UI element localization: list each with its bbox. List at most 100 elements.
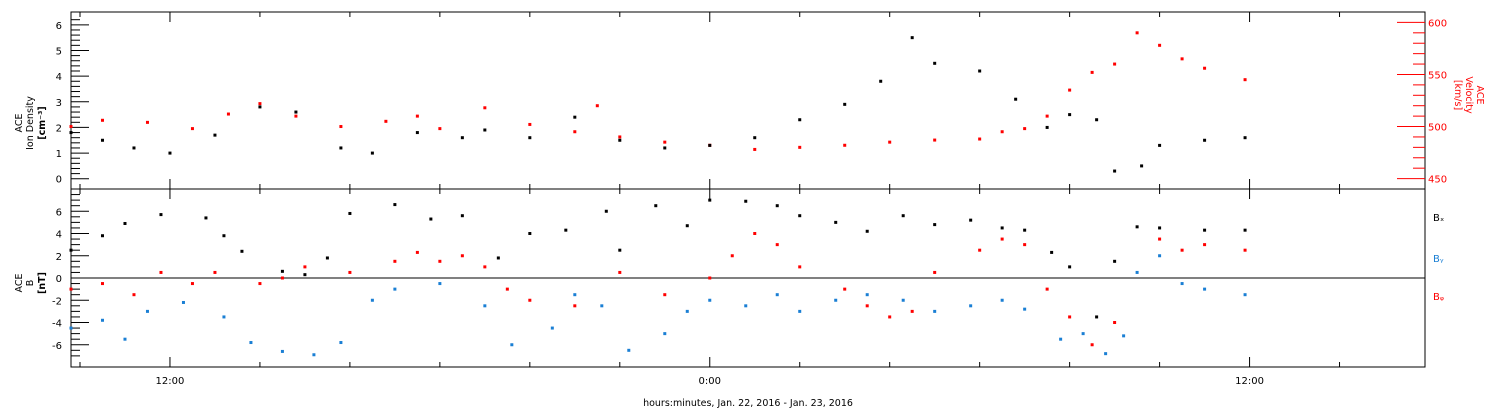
- data-point-velocity: [1000, 130, 1004, 134]
- data-point-Bz: [775, 243, 779, 247]
- data-point-By: [573, 293, 577, 297]
- data-point-Bz: [573, 304, 577, 308]
- velocity-tick-label: 600: [1428, 18, 1447, 29]
- data-point-Bz: [1203, 243, 1207, 247]
- data-point-velocity: [190, 127, 194, 131]
- data-point-velocity: [339, 125, 343, 129]
- data-point-Bx: [618, 248, 622, 252]
- data-point-Bz: [1068, 315, 1072, 319]
- data-point-Bx: [1113, 259, 1117, 263]
- data-point-Bx: [604, 209, 608, 213]
- data-point-Bz: [132, 293, 136, 297]
- b-tick-label: 2: [56, 252, 62, 263]
- data-point-Bx: [429, 217, 433, 221]
- data-point-Bx: [1023, 228, 1027, 232]
- data-point-Bx: [685, 224, 689, 228]
- data-point-velocity: [100, 118, 104, 122]
- data-point-By: [708, 298, 712, 302]
- data-point-By: [312, 353, 316, 357]
- b-tick-label: 6: [56, 207, 62, 218]
- data-point-By: [1158, 254, 1162, 258]
- data-point-Bz: [978, 248, 982, 252]
- data-point-Bx: [708, 198, 712, 202]
- velocity-tick-label: 500: [1428, 123, 1447, 134]
- velocity-axis-label-line2: Velocity: [1463, 76, 1474, 114]
- data-point-Bx: [69, 248, 73, 252]
- data-point-velocity: [1203, 66, 1207, 70]
- density-tick-label: 0: [56, 175, 62, 186]
- b-tick-label: 0: [56, 274, 62, 285]
- data-point-Bx: [654, 204, 658, 208]
- data-point-Bx: [1095, 315, 1099, 319]
- data-point-By: [901, 298, 905, 302]
- velocity-axis-label-line3: [km/s]: [1452, 80, 1463, 110]
- data-point-velocity: [258, 102, 262, 106]
- data-point-By: [1081, 332, 1085, 336]
- data-point-Bz: [865, 304, 869, 308]
- data-point-Bz: [438, 259, 442, 263]
- data-point-By: [663, 332, 667, 336]
- data-point-By: [775, 293, 779, 297]
- data-point-Bx: [564, 228, 568, 232]
- data-point-Bx: [1203, 228, 1207, 232]
- data-point-By: [145, 309, 149, 313]
- data-point-Bz: [100, 282, 104, 286]
- data-point-By: [222, 315, 226, 319]
- data-point-Bz: [1090, 343, 1094, 347]
- data-point-Bz: [1113, 321, 1117, 324]
- data-point-Bx: [1068, 265, 1072, 269]
- data-point-density: [978, 69, 982, 73]
- data-point-Bz: [1045, 287, 1049, 291]
- data-point-density: [132, 146, 136, 150]
- data-point-Bx: [460, 214, 464, 218]
- data-point-velocity: [888, 140, 892, 144]
- data-point-density: [663, 146, 667, 150]
- data-point-Bx: [123, 221, 127, 225]
- data-point-By: [1243, 293, 1247, 297]
- data-point-Bz: [843, 287, 847, 291]
- data-point-density: [708, 143, 712, 147]
- data-point-Bx: [969, 218, 973, 222]
- x-axis-label: hours:minutes, Jan. 22, 2016 - Jan. 23, …: [643, 398, 853, 409]
- data-point-Bx: [528, 232, 532, 235]
- data-point-Bx: [1000, 226, 1004, 230]
- data-point-Bz: [460, 254, 464, 258]
- data-point-Bz: [798, 265, 802, 269]
- bottom-x-ticks: [79, 189, 1341, 367]
- data-point-density: [294, 110, 298, 114]
- data-point-Bz: [190, 282, 194, 286]
- data-point-Bz: [663, 293, 667, 297]
- data-point-Bx: [1158, 226, 1162, 230]
- data-point-Bx: [1135, 225, 1139, 229]
- data-point-By: [1104, 352, 1108, 356]
- data-point-density: [528, 136, 532, 140]
- density-y-ticks: 0 1 2 3 4 5 6: [56, 19, 89, 186]
- data-point-Bx: [303, 273, 307, 277]
- data-point-Bz: [910, 309, 914, 313]
- data-point-Bx: [348, 211, 352, 215]
- data-point-By: [100, 318, 104, 322]
- data-point-Bz: [618, 270, 622, 274]
- data-point-density: [843, 102, 847, 106]
- density-tick-label: 3: [56, 98, 62, 109]
- data-point-density: [1014, 97, 1018, 101]
- b-axis-label-line3: [nT]: [37, 272, 48, 294]
- density-tick-label: 4: [56, 72, 62, 83]
- data-point-By: [370, 298, 374, 302]
- data-point-density: [1068, 113, 1072, 117]
- data-point-density: [753, 136, 757, 140]
- data-point-velocity: [1113, 62, 1117, 66]
- data-point-velocity: [69, 125, 73, 129]
- data-point-Bz: [415, 250, 419, 254]
- data-point-Bz: [303, 265, 307, 269]
- data-point-By: [933, 309, 937, 313]
- data-point-Bz: [213, 270, 217, 274]
- data-point-By: [1122, 334, 1126, 338]
- data-point-density: [910, 36, 914, 40]
- data-point-Bz: [69, 287, 73, 291]
- data-point-By: [550, 326, 554, 330]
- data-point-Bx: [775, 204, 779, 208]
- data-point-Bx: [100, 234, 104, 238]
- data-point-velocity: [226, 112, 230, 116]
- data-point-Bz: [933, 270, 937, 274]
